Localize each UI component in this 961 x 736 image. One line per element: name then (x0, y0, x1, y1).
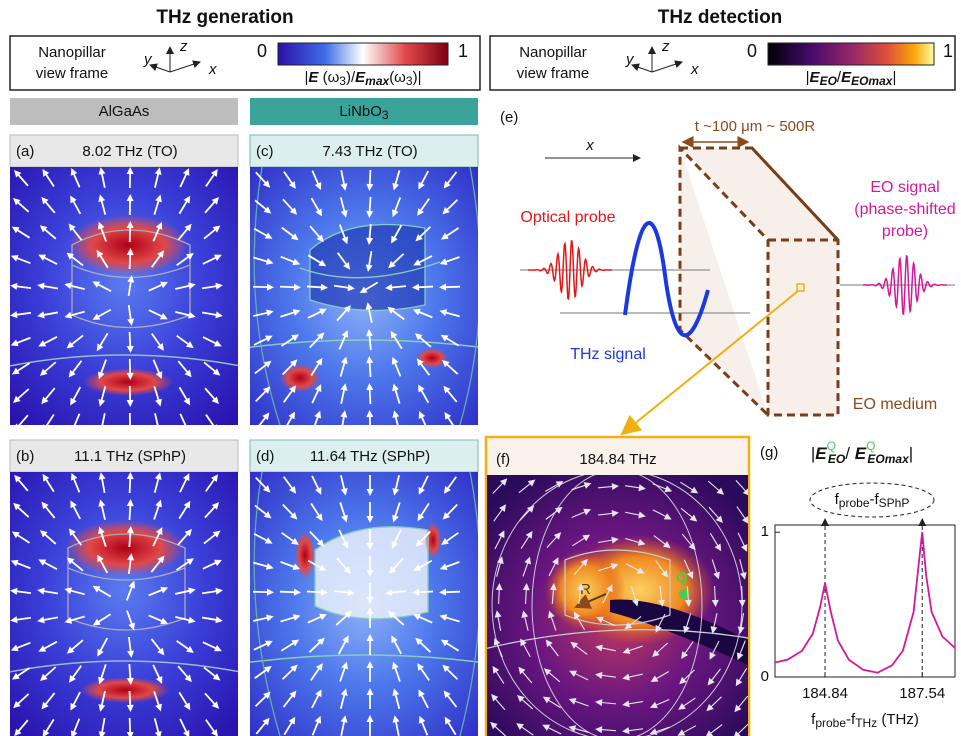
x-tick-label: 184.84 (802, 685, 848, 702)
material-label: AlGaAs (99, 103, 150, 120)
frame-label: view frame (36, 65, 109, 82)
section-title: THz detection (658, 7, 783, 28)
axis-name: z (661, 38, 670, 55)
figure: THz generation THz detection Nanopillar … (0, 0, 961, 736)
panel-label: (b) (16, 448, 34, 465)
section-title: THz generation (156, 7, 293, 28)
colorbar-min: 0 (747, 41, 757, 61)
colorbar (278, 43, 448, 65)
field-map (480, 470, 760, 736)
colorbar-max: 1 (943, 41, 953, 61)
field-arrow-head (183, 425, 189, 433)
frame-label: view frame (517, 65, 590, 82)
frame-label: Nanopillar (38, 44, 106, 61)
panel-label: (f) (496, 451, 510, 468)
point-label: Q (676, 569, 688, 586)
plot-frame (775, 525, 955, 677)
y-tick-label: 1 (761, 523, 769, 540)
field-map (230, 472, 500, 736)
x-axis-label: fprobe-fTHz (THz) (811, 711, 919, 730)
eo-medium (680, 148, 838, 415)
data-line (775, 532, 955, 673)
probe-label: Optical probe (520, 209, 615, 226)
field-arrow-head (127, 427, 134, 434)
probe-pulse (528, 241, 612, 299)
panel-label: (e) (500, 109, 518, 126)
panel-frequency: 184.84 THz (579, 451, 656, 468)
eo-pulse (863, 256, 947, 314)
colorbar-min: 0 (257, 41, 267, 61)
thz-label: THz signal (570, 346, 646, 363)
colorbar-max: 1 (458, 41, 468, 61)
panel-frequency: 11.1 THz (SPhP) (74, 448, 186, 465)
field-arrow-head (71, 425, 77, 433)
medium-label: EO medium (853, 396, 937, 413)
material-label: LiNbO3 (339, 103, 389, 122)
eo-label: EO signal (870, 179, 939, 196)
panel-label: (a) (16, 143, 34, 160)
frame-label: Nanopillar (519, 44, 587, 61)
panel-frequency: 7.43 THz (TO) (322, 143, 417, 160)
axes-icon (150, 47, 200, 72)
axis-name: x (690, 61, 699, 78)
y-tick-label: 0 (761, 668, 769, 685)
colorbar-label: |E (ω3)/Emax(ω3)| (304, 69, 421, 88)
chart-title: |EQEO/ EQEOmax| (811, 439, 913, 466)
eo-label: (phase-shifted (854, 201, 955, 218)
panel-label: (g) (760, 444, 778, 461)
panel-label: (d) (256, 448, 274, 465)
x-tick-label: 187.54 (899, 685, 945, 702)
axis-name: x (208, 61, 217, 78)
axis-name: x (585, 137, 594, 154)
axis-name: z (179, 38, 188, 55)
axes-icon (632, 47, 682, 72)
field-arrow-head (155, 426, 162, 434)
field-arrow-head (211, 424, 218, 432)
panel-label: (c) (256, 143, 274, 160)
field-arrow-head (42, 424, 49, 432)
panel-frequency: 8.02 THz (TO) (82, 143, 177, 160)
eo-label: probe) (882, 223, 928, 240)
panel-frequency: 11.64 THz (SPhP) (310, 448, 430, 465)
colorbar-label: |EEO/EEOmax| (806, 69, 897, 88)
field-arrow-head (99, 426, 106, 434)
colorbar (768, 43, 934, 65)
annotation: fprobe-fSPhP (835, 491, 910, 510)
field-map (230, 167, 500, 425)
thickness-label: t ~100 μm ~ 500R (695, 118, 816, 135)
